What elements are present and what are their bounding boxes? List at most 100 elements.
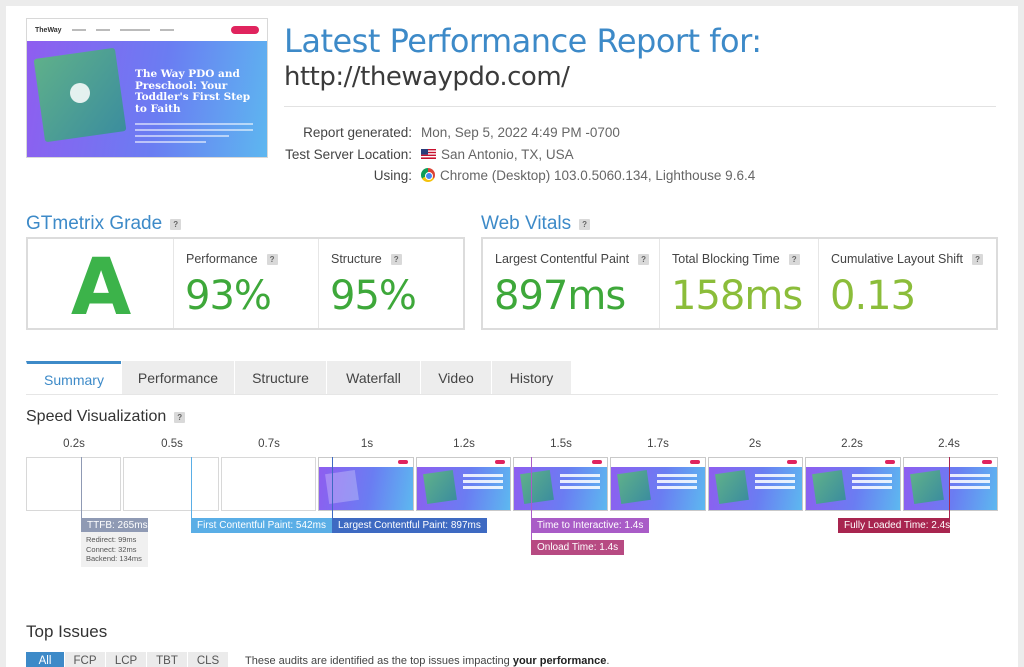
speed-visualization-heading: Speed Visualization ? [26, 408, 186, 426]
time-label: 2.4s [938, 438, 960, 450]
help-icon[interactable]: ? [638, 253, 650, 265]
help-icon[interactable]: ? [972, 253, 984, 265]
fcp-marker[interactable]: First Contentful Paint: 542ms [191, 518, 332, 533]
performance-metric: Performance? 93% [174, 239, 319, 328]
timeline-time-labels: 0.2s 0.5s 0.7s 1s 1.2s 1.5s 1.7s 2s 2.2s… [26, 438, 998, 452]
thumbnail-logo: TheWay [35, 26, 62, 34]
report-url[interactable]: http://thewaypdo.com/ [284, 62, 570, 92]
cls-metric: Cumulative Layout Shift? 0.13 [819, 239, 996, 328]
report-tabs: Summary Performance Structure Waterfall … [26, 361, 571, 395]
filmstrip-frame[interactable] [610, 457, 706, 511]
ttfb-breakdown: Redirect: 99ms Connect: 32ms Backend: 13… [81, 532, 148, 567]
issue-tab-lcp[interactable]: LCP [106, 652, 146, 667]
thumbnail-hero: The Way PDO and Preschool: Your Toddler'… [27, 41, 267, 157]
web-vitals-heading: Web Vitals ? [481, 213, 591, 235]
fully-loaded-marker-line [949, 457, 950, 518]
filmstrip-frame[interactable] [513, 457, 609, 511]
tbt-metric: Total Blocking Time? 158ms [660, 239, 819, 328]
issue-tab-tbt[interactable]: TBT [147, 652, 187, 667]
filmstrip [26, 457, 999, 511]
meta-label: Using: [373, 167, 412, 183]
chrome-icon [421, 168, 435, 182]
ttfb-marker[interactable]: TTFB: 265ms [81, 518, 148, 533]
filmstrip-frame[interactable] [902, 457, 999, 511]
filmstrip-frame[interactable] [415, 457, 512, 511]
meta-label: Test Server Location: [285, 146, 412, 162]
metric-label: Cumulative Layout Shift? [831, 252, 984, 266]
tti-marker[interactable]: Time to Interactive: 1.4s [531, 518, 650, 533]
tab-performance[interactable]: Performance [121, 361, 234, 395]
help-icon[interactable]: ? [266, 253, 278, 265]
thumbnail-hero-title: The Way PDO and Preschool: Your Toddler'… [135, 68, 251, 115]
time-label: 0.2s [63, 438, 85, 450]
ttfb-marker-line [81, 457, 82, 518]
redirect-time: Redirect: 99ms [86, 535, 137, 544]
help-icon[interactable]: ? [579, 218, 591, 230]
meta-using: Using: Chrome (Desktop) 103.0.5060.134, … [284, 166, 804, 184]
time-label: 1.2s [453, 438, 475, 450]
header-divider [284, 106, 996, 107]
tab-structure[interactable]: Structure [234, 361, 326, 395]
cls-value: 0.13 [830, 273, 916, 319]
help-icon[interactable]: ? [390, 253, 402, 265]
top-issues-heading: Top Issues [26, 622, 108, 641]
metric-label: Total Blocking Time? [672, 252, 800, 266]
play-icon [70, 83, 90, 103]
top-issues-description: These audits are identified as the top i… [245, 655, 610, 667]
grade-cell: A [28, 239, 174, 333]
issue-tab-fcp[interactable]: FCP [65, 652, 105, 667]
metric-label: Largest Contentful Paint? [495, 252, 650, 266]
filmstrip-frame[interactable] [26, 457, 122, 511]
filmstrip-frame[interactable] [220, 457, 317, 511]
filmstrip-frame[interactable] [805, 457, 901, 511]
onload-marker[interactable]: Onload Time: 1.4s [531, 540, 625, 555]
us-flag-icon [421, 149, 436, 159]
lcp-metric: Largest Contentful Paint? 897ms [483, 239, 660, 328]
issue-tab-all[interactable]: All [26, 652, 64, 667]
fcp-marker-line [191, 457, 192, 518]
thumbnail-cta [231, 26, 259, 34]
tab-video[interactable]: Video [420, 361, 491, 395]
tti-marker-line [531, 457, 532, 554]
time-label: 0.7s [258, 438, 280, 450]
grade-letter: A [70, 243, 132, 333]
tab-history[interactable]: History [491, 361, 571, 395]
structure-score: 95% [330, 273, 417, 319]
lcp-marker[interactable]: Largest Contentful Paint: 897ms [332, 518, 487, 533]
lcp-marker-line [332, 457, 333, 518]
time-label: 2.2s [841, 438, 863, 450]
time-label: 1.5s [550, 438, 572, 450]
performance-score: 93% [185, 273, 272, 319]
fully-loaded-marker[interactable]: Fully Loaded Time: 2.4s [838, 518, 950, 533]
time-label: 2s [748, 438, 762, 450]
filmstrip-frame[interactable] [707, 457, 804, 511]
gtmetrix-grade-panel: A Performance? 93% Structure? 95% [26, 237, 465, 333]
tbt-value: 158ms [671, 273, 803, 319]
lcp-value: 897ms [494, 273, 626, 319]
backend-time: Backend: 134ms [86, 554, 142, 563]
tab-waterfall[interactable]: Waterfall [326, 361, 420, 395]
meta-value: San Antonio, TX, USA [421, 147, 574, 162]
gtmetrix-grade-heading: GTmetrix Grade ? [26, 213, 182, 235]
metric-label: Performance? [186, 252, 278, 266]
meta-value: Mon, Sep 5, 2022 4:49 PM -0700 [421, 124, 620, 140]
filmstrip-frame[interactable] [123, 457, 219, 511]
meta-value: Chrome (Desktop) 103.0.5060.134, Lightho… [421, 168, 755, 183]
meta-report-generated: Report generated: Mon, Sep 5, 2022 4:49 … [284, 123, 804, 141]
meta-server-location: Test Server Location: San Antonio, TX, U… [284, 145, 804, 163]
help-icon[interactable]: ? [174, 411, 186, 423]
page-screenshot-thumbnail[interactable]: TheWay The Way PDO and Preschool: Your T… [26, 18, 268, 158]
filmstrip-frame[interactable] [318, 457, 414, 511]
issue-filter-tabs: All FCP LCP TBT CLS [26, 652, 228, 667]
time-label: 1s [360, 438, 374, 450]
issue-tab-cls[interactable]: CLS [188, 652, 228, 667]
metric-label: Structure? [331, 252, 402, 266]
thumbnail-nav: TheWay [27, 19, 267, 41]
help-icon[interactable]: ? [170, 218, 182, 230]
help-icon[interactable]: ? [788, 253, 800, 265]
tabs-divider [26, 394, 998, 395]
report-title: Latest Performance Report for: [284, 22, 762, 60]
time-label: 0.5s [161, 438, 183, 450]
time-label: 1.7s [647, 438, 669, 450]
tab-summary[interactable]: Summary [26, 361, 121, 395]
